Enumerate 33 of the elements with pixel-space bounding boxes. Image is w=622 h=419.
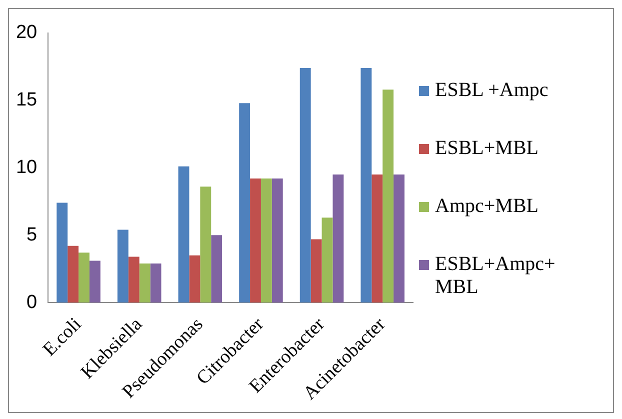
- bar: [250, 178, 261, 303]
- bar: [178, 166, 190, 303]
- bar: [372, 174, 383, 303]
- bar: [56, 202, 68, 303]
- bar: [394, 174, 404, 303]
- y-tick-label: 20: [16, 22, 38, 44]
- bar: [89, 260, 100, 303]
- bar: [150, 263, 162, 303]
- bar: [310, 239, 322, 303]
- legend-label: ESBL +Ampc: [435, 79, 550, 102]
- bar: [128, 256, 140, 303]
- y-tick-label: 5: [26, 224, 38, 246]
- legend-label: Ampc+MBL: [435, 195, 540, 218]
- y-tick-label: 15: [16, 90, 38, 111]
- bar: [211, 235, 222, 303]
- bar: [272, 178, 283, 303]
- bar: [78, 252, 90, 303]
- bar: [360, 68, 372, 303]
- bar: [68, 246, 79, 303]
- bar: [189, 255, 200, 303]
- bar: [322, 218, 333, 303]
- y-tick-label: 0: [26, 292, 38, 313]
- bar: [200, 186, 212, 303]
- bar: [300, 68, 311, 303]
- legend-label: ESBL+Ampc+ MBL: [435, 253, 556, 299]
- legend-label: ESBL+MBL: [435, 137, 540, 160]
- bar: [260, 178, 272, 303]
- bar: [139, 263, 150, 303]
- bar: [382, 90, 394, 303]
- bar: [117, 230, 128, 303]
- bar: [239, 103, 250, 303]
- bar: [332, 174, 344, 303]
- y-tick-label: 10: [16, 157, 38, 178]
